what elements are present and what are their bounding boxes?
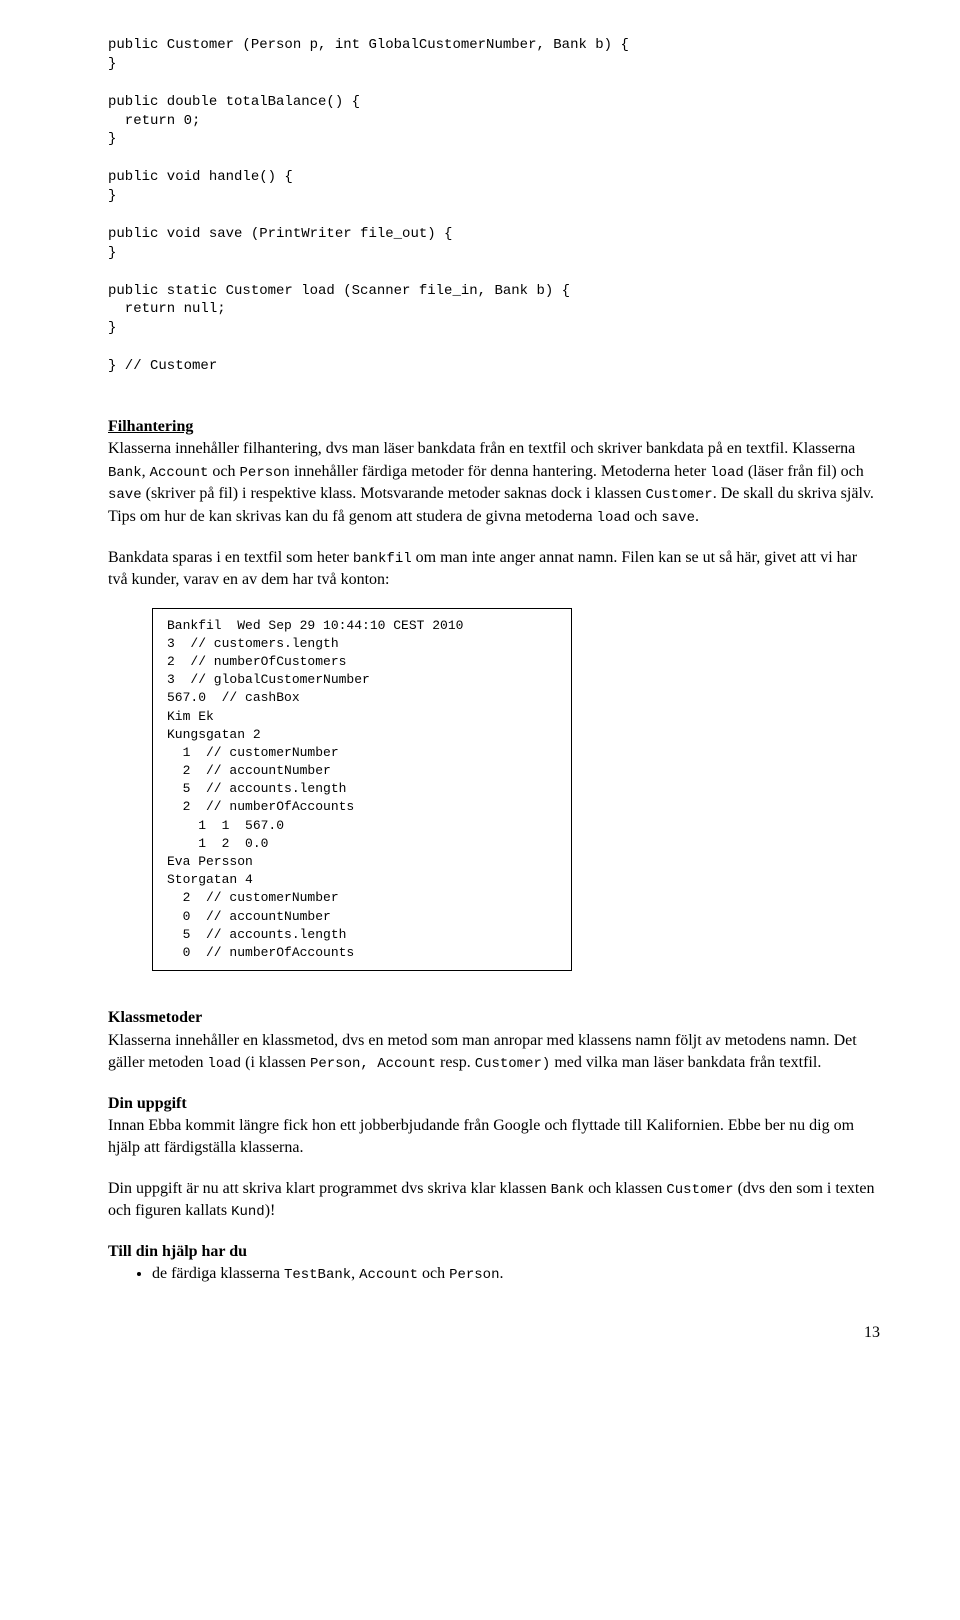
bankfil-box: Bankfil Wed Sep 29 10:44:10 CEST 2010 3 … xyxy=(152,608,572,972)
section-heading-klassmetoder: Klassmetoder xyxy=(108,1007,880,1029)
page-number: 13 xyxy=(108,1322,880,1344)
tillhjalp-bullet: de färdiga klasserna TestBank, Account o… xyxy=(152,1263,880,1286)
code-block-top: public Customer (Person p, int GlobalCus… xyxy=(108,36,880,376)
section-heading-dinuppgift: Din uppgift xyxy=(108,1095,187,1112)
section-heading-filhantering: Filhantering xyxy=(108,416,880,438)
dinuppgift-paragraph-1: Innan Ebba kommit längre fick hon ett jo… xyxy=(108,1115,880,1160)
filhantering-paragraph-1: Klasserna innehåller filhantering, dvs m… xyxy=(108,438,880,528)
klassmetoder-paragraph: Klasserna innehåller en klassmetod, dvs … xyxy=(108,1030,880,1075)
section-heading-tillhjalp: Till din hjälp har du xyxy=(108,1243,247,1260)
filhantering-paragraph-2: Bankdata sparas i en textfil som heter b… xyxy=(108,547,880,592)
dinuppgift-paragraph-2: Din uppgift är nu att skriva klart progr… xyxy=(108,1178,880,1223)
